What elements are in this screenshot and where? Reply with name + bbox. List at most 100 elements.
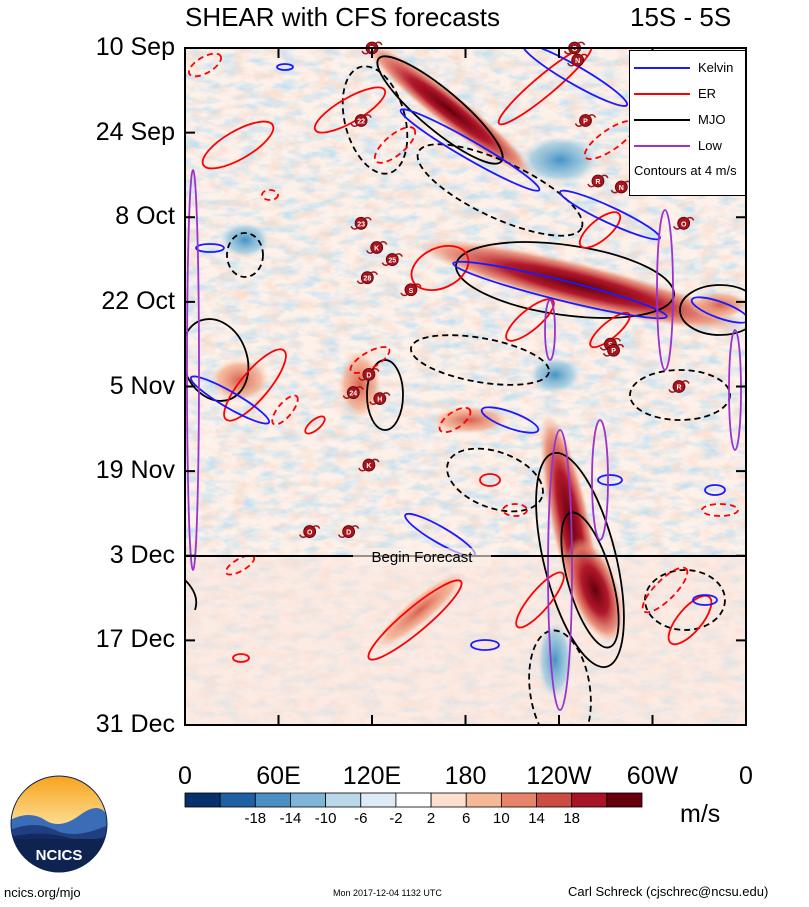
storm-marker: O <box>672 216 695 230</box>
colorbar-bin <box>500 792 537 808</box>
storm-marker-label: N <box>619 185 624 192</box>
colorbar <box>184 792 643 808</box>
x-tick-label: 120W <box>526 762 592 790</box>
storm-marker-label: P <box>611 348 616 355</box>
storm-marker-arm <box>668 380 690 393</box>
storm-marker-circle <box>346 386 360 399</box>
legend-er: ER <box>630 84 747 104</box>
legend-low-label: Low <box>698 138 722 153</box>
storm-marker-circle <box>354 114 368 127</box>
storm-marker-circle <box>677 216 691 230</box>
colorbar-tick-label: -2 <box>389 810 403 827</box>
logo-text: NCICS <box>36 847 83 864</box>
footer-url[interactable]: ncics.org/mjo <box>4 885 81 900</box>
colorbar-tick-label: 10 <box>493 810 510 827</box>
storm-marker-label: S <box>409 288 414 295</box>
storm-marker-arm <box>350 114 372 127</box>
storm-marker-arm <box>361 41 383 55</box>
storm-marker-circle <box>360 271 374 285</box>
x-tick-label: 180 <box>444 762 487 790</box>
storm-marker-arm <box>400 283 422 297</box>
legend-mjo-swatch <box>634 119 690 121</box>
x-tick-label: 0 <box>178 762 192 790</box>
legend-er-swatch <box>634 93 690 95</box>
legend-mjo-label: MJO <box>698 112 726 127</box>
storm-marker-label: N <box>575 58 580 65</box>
colorbar-bin <box>219 792 256 808</box>
storm-marker-arm <box>350 216 372 230</box>
legend-low: Low <box>630 136 747 156</box>
colorbar-tick-label: 18 <box>563 810 581 827</box>
storm-marker-arm <box>672 216 695 230</box>
storm-marker-circle <box>370 241 384 254</box>
y-tick-label: 22 Oct <box>101 286 175 315</box>
legend-mjo: MJO <box>630 110 747 130</box>
storm-marker-label: R <box>676 385 681 392</box>
storm-marker-circle <box>303 525 317 538</box>
storm-marker-label: K <box>366 463 371 470</box>
storm-marker: S <box>400 283 422 297</box>
storm-marker-circle <box>342 525 356 538</box>
y-tick-label: 17 Dec <box>95 625 175 654</box>
storm-marker-label: R <box>595 179 600 186</box>
storm-marker-circle <box>591 174 605 188</box>
storm-marker-label: D <box>366 372 371 379</box>
storm-marker: 28 <box>356 271 378 285</box>
storm-marker: 22 <box>350 114 372 127</box>
storm-marker: 23 <box>350 216 372 230</box>
legend-kelvin: Kelvin <box>630 58 747 78</box>
x-tick-label: 60E <box>256 762 301 790</box>
colorbar-bin <box>430 792 467 808</box>
storm-marker-arm <box>369 392 391 405</box>
colorbar-tick-label: 6 <box>462 810 471 827</box>
storm-marker-arm <box>381 253 403 266</box>
storm-marker-label: 23 <box>357 221 365 228</box>
storm-marker-circle <box>373 392 387 405</box>
storm-marker-circle <box>579 114 592 127</box>
storm-marker-arm <box>337 525 360 538</box>
storm-marker-arm <box>602 343 625 357</box>
storm-marker: R <box>668 380 690 393</box>
storm-marker: P <box>574 114 597 127</box>
storm-marker: P <box>602 343 625 357</box>
legend-kelvin-label: Kelvin <box>698 60 734 75</box>
storm-marker-label: 25 <box>388 258 396 265</box>
chart-title: SHEAR with CFS forecasts <box>185 2 500 32</box>
legend-note: Contours at 4 m/s <box>634 163 737 178</box>
x-tick-label: 120E <box>342 762 402 790</box>
storm-marker: K <box>358 458 380 472</box>
colorbar-bin <box>465 792 502 808</box>
storm-marker: N <box>610 180 633 194</box>
y-tick-label: 31 Dec <box>95 710 175 738</box>
legend-kelvin-swatch <box>634 67 690 69</box>
storm-marker-circle <box>614 180 628 194</box>
y-tick-label: 5 Nov <box>109 371 175 400</box>
colorbar-bin <box>571 792 608 808</box>
storm-marker-label: H <box>377 397 382 404</box>
legend: Kelvin ER MJO Low Contours at 4 m/s <box>629 50 746 196</box>
colorbar-bin <box>606 792 643 808</box>
storm-marker-arm <box>298 525 321 538</box>
storm-marker: D <box>358 368 380 381</box>
storm-marker-label: P <box>583 119 588 126</box>
storm-marker: 25 <box>381 253 403 266</box>
units-label: m/s <box>680 800 721 828</box>
ncics-logo[interactable]: NCICS <box>10 775 108 873</box>
colorbar-tick-label: -10 <box>314 810 337 827</box>
storm-marker: D <box>337 525 360 538</box>
storm-marker-arm <box>356 271 378 285</box>
storm-marker-arm <box>567 53 589 67</box>
colorbar-bin <box>395 792 432 808</box>
y-tick-label: 19 Nov <box>95 456 175 485</box>
storm-marker-arm <box>587 174 609 188</box>
storm-marker-circle <box>362 368 376 381</box>
x-tick-label: 60W <box>626 762 679 790</box>
storm-marker-arm <box>574 114 597 127</box>
storm-marker-circle <box>672 380 686 393</box>
storm-marker: K <box>366 241 388 254</box>
footer-timestamp: Mon 2017-12-04 1132 UTC <box>333 888 442 898</box>
storm-marker: R <box>587 174 609 188</box>
storm-marker-arm <box>358 458 380 472</box>
y-tick-label: 24 Sep <box>95 117 175 146</box>
storm-markers: DON22PRNO23K2528SSPD24HRKOD <box>298 41 695 538</box>
